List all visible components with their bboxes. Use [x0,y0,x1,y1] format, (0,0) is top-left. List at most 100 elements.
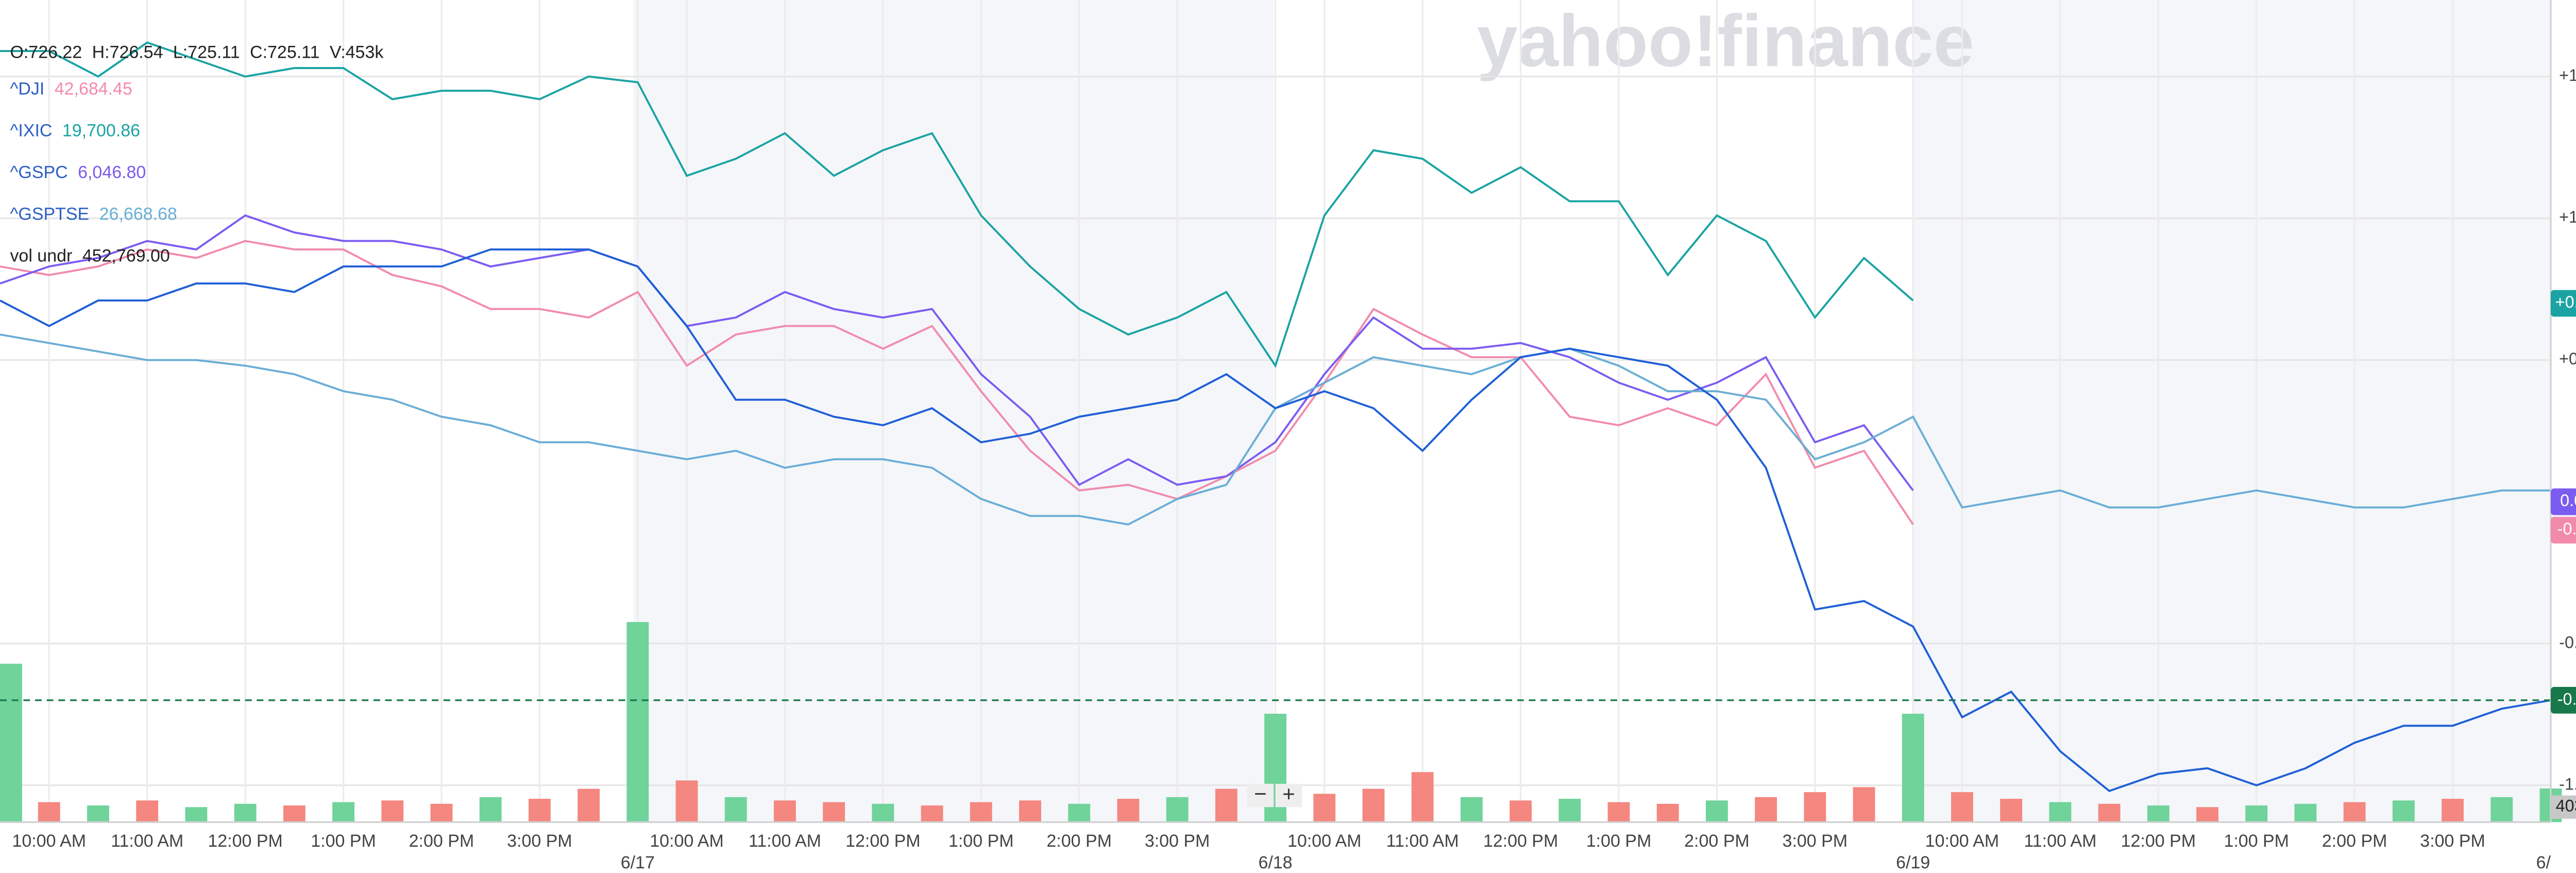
volume-bar [2000,799,2023,822]
volume-bar [2147,805,2170,822]
end-label: +0.7% [2555,293,2576,311]
x-tick-label: 12:00 PM [2121,831,2196,851]
legend-name[interactable]: ^GSPC [10,163,67,182]
x-tick-label: 2:00 PM [1684,831,1750,851]
date-label: 6/17 [621,853,655,872]
date-label: 6/18 [1258,853,1292,872]
session-shade [633,0,1274,822]
end-label: -0.7% [2557,690,2576,708]
end-label-box [2550,488,2576,515]
legend-name[interactable]: ^GSPTSE [10,204,89,224]
y-tick-label: -0.5% [2559,633,2576,651]
volume-bar [1215,788,1238,822]
volume-bar [1313,794,1336,822]
volume-bar [283,805,306,822]
y-tick-label: +1.0% [2559,208,2576,226]
volume-bar [332,802,354,822]
volume-bar [2098,803,2121,822]
volume-bar [872,803,894,822]
volume-bar [724,797,747,822]
legend-value: 19,700.86 [62,121,140,141]
x-tick-label: 1:00 PM [311,831,376,851]
x-tick-label: 3:00 PM [507,831,572,851]
volume-bar [185,807,208,822]
volume-bar [528,799,551,822]
volume-bar [578,788,600,822]
volume-bar [1558,799,1581,822]
volume-bar [87,805,109,822]
volume-bar [2392,800,2415,822]
x-tick-label: 10:00 AM [1287,831,1362,851]
x-tick-label: 12:00 PM [845,831,920,851]
volume-bar [1362,788,1385,822]
series-line [0,240,1914,525]
x-tick-label: 3:00 PM [2420,831,2485,851]
volume-bar [0,663,22,822]
session-shade [1912,0,2551,822]
volume-bar [2245,805,2268,822]
volume-bar [430,803,453,822]
x-tick-label: 3:00 PM [1145,831,1210,851]
volume-bar [1019,800,1041,822]
y-tick-label: +0.5% [2559,349,2576,368]
x-tick-label: 11:00 AM [2024,831,2096,851]
volume-bar [479,797,502,822]
volume-bar [1755,797,1777,822]
x-tick-label: 11:00 AM [1386,831,1459,851]
volume-bar [773,800,796,822]
x-tick-label: 1:00 PM [1586,831,1652,851]
volume-bar [234,803,257,822]
watermark: yahoo!finance [1477,0,1974,82]
volume-label-box [2550,795,2576,819]
end-label-box [2550,686,2576,714]
series-line [0,248,2551,792]
legend-value: 42,684.45 [55,79,132,99]
legend-value: 26,668.68 [99,204,177,224]
end-label: -0.1% [2557,519,2576,538]
ohlc-value: O:726.22 [10,43,82,62]
volume-bar [1411,772,1434,822]
volume-bar [1656,803,1679,822]
ohlc-value: V:453k [330,43,384,62]
x-tick-label: 12:00 PM [1483,831,1558,851]
legend-name[interactable]: ^IXIC [10,121,52,141]
legend: O:726.22 H:726.54 L:725.11 C:725.11 V:453k ^D… [10,43,384,266]
volume-bar [921,805,943,822]
zoom-controls: − + [1247,782,1302,808]
zoom-out[interactable] [1247,783,1274,808]
volume-bar [381,800,404,822]
volume-bar [2294,803,2317,822]
volume-label: 403.10K [2556,797,2576,815]
x-tick-label: 12:00 PM [208,831,282,851]
volume-bar [675,780,698,822]
x-tick-label: 1:00 PM [948,831,1014,851]
legend-name[interactable]: vol undr [10,246,72,265]
volume-bar [1117,799,1140,822]
zoom-in-icon: + [1282,782,1295,806]
volume-bar [1166,797,1189,822]
volume-bar [1607,802,1630,822]
volume-bar [2049,802,2072,822]
date-label: 6/19 [1896,853,1930,872]
zoom-in[interactable] [1275,783,1302,808]
volume-bar [2343,802,2366,822]
volume-bar [823,802,845,822]
volume-bar [626,622,649,822]
legend-name[interactable]: ^DJI [10,79,44,99]
x-tick-label: 3:00 PM [1783,831,1848,851]
end-label-box [2550,290,2576,317]
x-tick-label: 2:00 PM [2322,831,2387,851]
volume-bar [1804,792,1826,822]
volume-bar [1853,787,1875,822]
volume-bar [1902,713,1924,822]
volume-bar [2490,797,2513,822]
volume-bar [1068,803,1091,822]
volume-bar [1951,792,1973,822]
labels: +1.5% +1.0% +0.5% -0.5% -1.0% 10:00 AM 11:00 A… [12,66,2576,872]
y-tick-label: +1.5% [2559,66,2576,85]
volume-bar [2442,799,2464,822]
x-tick-label: 2:00 PM [1046,831,1112,851]
end-label: 0.0% [2560,491,2576,510]
x-tick-label: 1:00 PM [2224,831,2289,851]
